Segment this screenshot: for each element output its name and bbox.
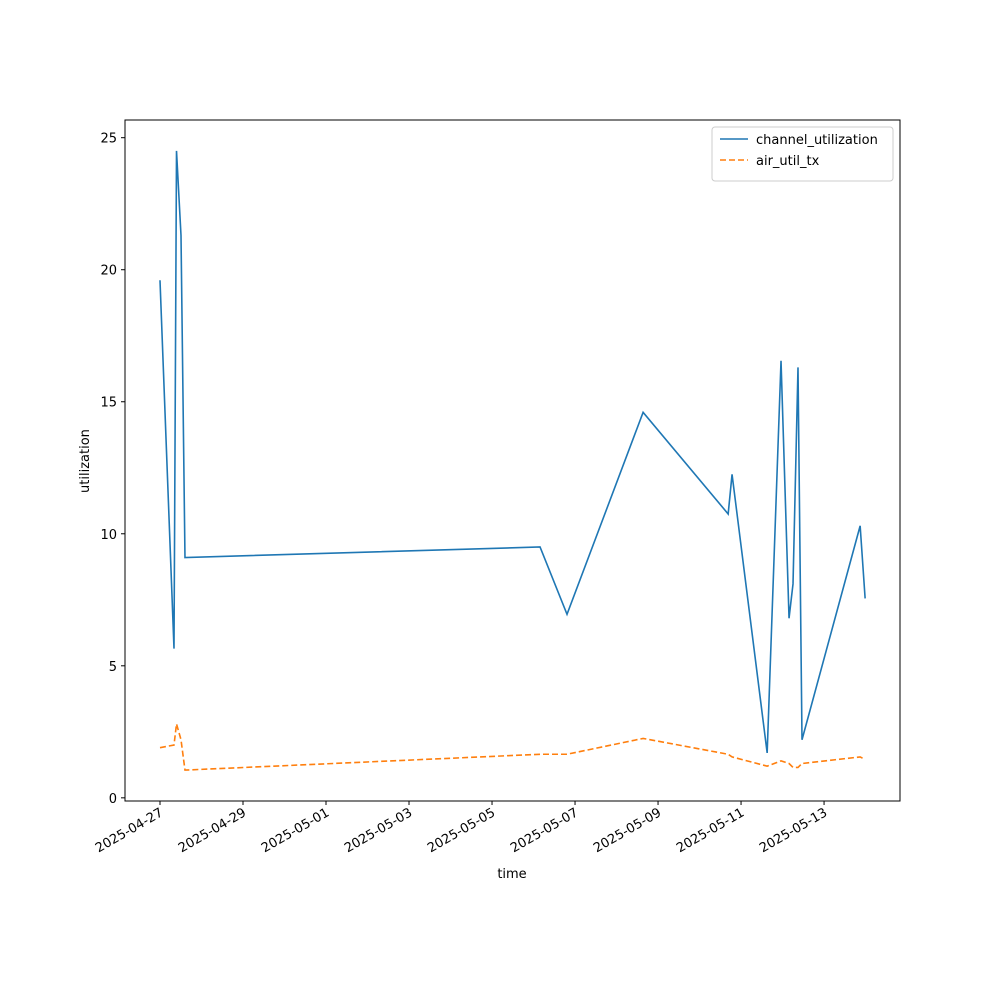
series-line bbox=[159, 723, 866, 771]
plot-frame bbox=[124, 119, 901, 802]
y-axis-label: utilization bbox=[78, 429, 93, 493]
x-axis-label: time bbox=[497, 867, 526, 882]
y-tick-label: 10 bbox=[100, 528, 117, 543]
y-tick-label: 0 bbox=[109, 792, 117, 807]
series-line bbox=[159, 150, 866, 754]
y-tick-label: 15 bbox=[100, 396, 117, 411]
legend-box bbox=[711, 126, 894, 182]
y-tick-label: 5 bbox=[109, 660, 117, 675]
legend-label: air_util_tx bbox=[756, 154, 820, 169]
legend-label: channel_utilization bbox=[756, 133, 878, 148]
y-tick-label: 20 bbox=[100, 264, 117, 279]
y-tick-label: 25 bbox=[100, 132, 117, 147]
